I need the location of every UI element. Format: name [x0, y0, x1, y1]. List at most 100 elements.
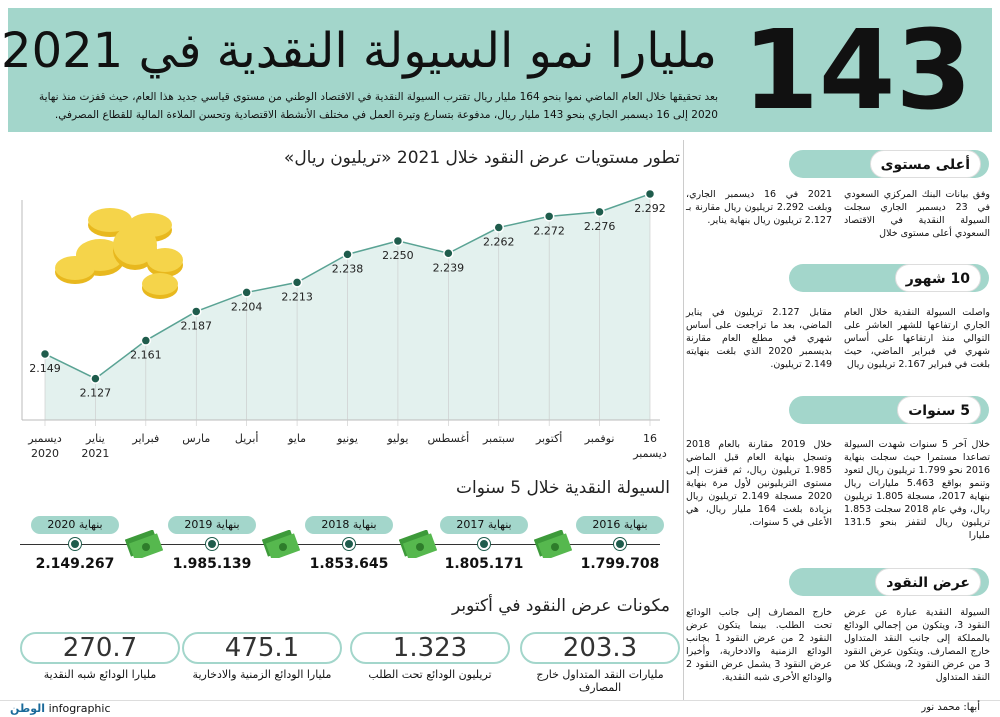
year-value: 1.985.139	[172, 556, 252, 572]
year-value: 2.149.267	[35, 556, 115, 572]
column-divider	[683, 140, 684, 700]
footer: أبها: محمد نور الوطن infographic	[0, 700, 1000, 717]
component-value: 475.1	[182, 632, 342, 664]
x-tick-label: 16 ديسمبر	[632, 432, 667, 460]
data-label: 2.276	[584, 220, 616, 233]
cash-icon	[124, 529, 164, 561]
brand-logo: الوطن infographic	[10, 702, 111, 715]
cash-icon	[533, 529, 573, 561]
section-10-months-text-left: مقابل 2.127 تريليون في يناير الماضي، بعد…	[686, 307, 832, 370]
headline-number: 143	[742, 6, 972, 134]
data-point	[493, 222, 504, 233]
section-money-supply-text-left: خارج المصارف إلى جانب الودائع تحت الطلب.…	[686, 607, 833, 683]
section-pill-10-months: 10 شهور	[789, 264, 989, 292]
data-point	[594, 206, 605, 218]
section-10-months-text-right: واصلت السيولة النقدية خلال العام الجاري …	[844, 307, 990, 370]
data-point	[39, 348, 51, 360]
brand-tag: infographic	[48, 702, 111, 715]
x-tick-label: أبريل	[235, 431, 259, 445]
x-tick-label: أغسطس	[427, 431, 469, 445]
data-label: 2.213	[281, 290, 313, 303]
data-label: 2.187	[181, 319, 213, 332]
component-label: مليارا الودائع الزمنية والادخارية	[192, 668, 332, 681]
data-point	[342, 249, 353, 260]
year-value: 1.799.708	[580, 556, 660, 572]
cash-icon	[398, 529, 438, 561]
x-tick-label: أكتوبر	[535, 431, 562, 445]
data-label: 2.239	[433, 261, 465, 274]
data-point	[443, 248, 454, 259]
components-title: مكونات عرض النقود في أكتوبر	[451, 596, 670, 616]
section-highest-text-left: 2021 في 16 ديسمبر الجاري، وبلغت 2.292 تر…	[686, 189, 833, 226]
data-point	[543, 211, 555, 222]
year-label: بنهاية 2017	[440, 516, 528, 534]
x-tick-label: يوليو	[386, 432, 408, 445]
timeline-line	[20, 544, 660, 545]
component-value: 1.323	[350, 632, 510, 664]
x-tick-label: ديسمبر 2020	[27, 432, 62, 460]
credit-text: أبها: محمد نور	[921, 702, 980, 713]
data-point	[140, 335, 152, 346]
year-label: بنهاية 2016	[576, 516, 664, 534]
cash-icon	[261, 529, 301, 561]
year-label: بنهاية 2019	[168, 516, 256, 534]
gold-coins-illustration	[55, 208, 183, 299]
year-value: 1.853.645	[309, 556, 389, 572]
x-tick-label: سبتمبر	[482, 432, 515, 445]
x-tick-label: نوفمبر	[584, 432, 615, 445]
data-point	[90, 373, 101, 384]
section-pill-5-years: 5 سنوات	[789, 396, 989, 424]
headline-title: مليارا نمو السيولة النقدية في 2021	[1, 23, 717, 79]
section-pill-highest: أعلى مستوى	[789, 150, 989, 178]
section-pill-money-supply: عرض النقود	[789, 568, 989, 596]
x-tick-label: يناير 2021	[81, 432, 109, 460]
data-label: 2.127	[80, 387, 112, 400]
data-label: 2.204	[231, 300, 263, 313]
x-tick-label: فبراير	[131, 432, 159, 445]
section-money-supply-text-right: السيولة النقدية عبارة عن عرض النقود 3، و…	[844, 607, 990, 683]
timeline-dot	[478, 538, 490, 550]
component-label: مليارات النقد المتداول خارج المصارف	[536, 668, 664, 694]
year-label: بنهاية 2018	[305, 516, 393, 534]
data-point	[291, 277, 303, 288]
x-tick-label: يونيو	[336, 432, 358, 445]
money-supply-line-chart: 2.149 ديسمبر 2020 2.127 يناير 2021 2.161 فبراير…	[21, 188, 667, 460]
data-point	[392, 235, 404, 247]
sidebar: أعلى مستوى وفق بيانات البنك المركزي السع…	[684, 140, 992, 700]
data-point	[191, 306, 202, 317]
component-label: تريليون الودائع تحت الطلب	[368, 668, 492, 681]
timeline-dot	[206, 538, 218, 550]
timeline-dot	[69, 538, 81, 550]
x-tick-label: مايو	[287, 432, 306, 445]
brand-name: الوطن	[10, 702, 46, 715]
section-5-years-text-left: خلال 2019 مقارنة بالعام 2018 وتسجل بنهاي…	[686, 439, 832, 528]
section-highest-text-right: وفق بيانات البنك المركزي السعودي في 23 د…	[844, 189, 990, 239]
component-value: 270.7	[20, 632, 180, 664]
data-label: 2.272	[533, 224, 565, 237]
year-label: بنهاية 2020	[31, 516, 119, 534]
data-label: 2.250	[382, 249, 414, 262]
year-value: 1.805.171	[444, 556, 524, 572]
timeline-dot	[343, 538, 355, 550]
section-title-10-months: 10 شهور	[894, 264, 981, 292]
section-title-5-years: 5 سنوات	[897, 396, 981, 424]
section-title-highest: أعلى مستوى	[869, 150, 981, 178]
data-label: 2.262	[483, 236, 515, 249]
x-tick-label: مارس	[182, 432, 210, 445]
chart-title: تطور مستويات عرض النقود خلال 2021 «تريلي…	[283, 148, 680, 168]
timeline-dot	[614, 538, 626, 550]
data-point	[644, 188, 656, 200]
data-label: 2.238	[332, 262, 364, 275]
data-point	[241, 287, 252, 298]
data-label: 2.149	[29, 362, 61, 375]
section-5-years-text-right: خلال آخر 5 سنوات شهدت السيولة تصاعدا مست…	[844, 439, 991, 541]
data-label: 2.161	[130, 349, 162, 362]
five-years-title: السيولة النقدية خلال 5 سنوات	[455, 478, 670, 498]
headline-summary: بعد تحقيقها خلال العام الماضي نموا بنحو …	[39, 91, 718, 121]
data-label: 2.292	[634, 202, 666, 215]
component-value: 203.3	[520, 632, 680, 664]
component-label: مليارا الودائع شبه النقدية	[43, 668, 157, 681]
header-banner: 143 مليارا نمو السيولة النقدية في 2021 ب…	[1, 6, 992, 134]
section-title-money-supply: عرض النقود	[875, 568, 981, 596]
